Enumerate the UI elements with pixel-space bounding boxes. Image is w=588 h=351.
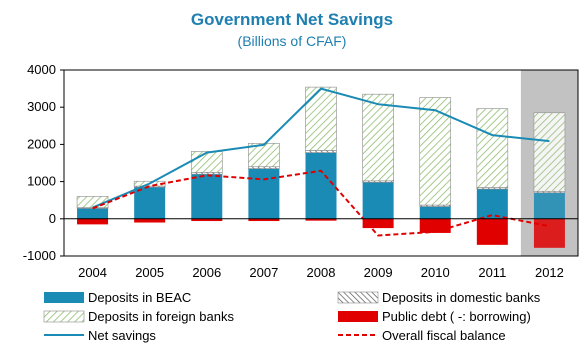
y-tick-label-0: 0 [49,211,56,226]
bar-deposits-in-beac-2009 [362,182,394,219]
x-tick-label-2007: 2007 [249,265,278,280]
bar-deposits-in-beac-2010 [419,206,451,219]
chart-title: Government Net Savings [191,10,393,29]
y-tick-label--1000: -1000 [23,248,56,263]
bar-deposits-in-domestic-banks-2008 [305,150,337,153]
bar-deposits-in-beac-2006 [191,174,223,219]
bar-deposits-in-foreign-banks-2008 [305,86,337,151]
bar-deposits-in-beac-2004 [77,208,109,219]
x-tick-label-2008: 2008 [307,265,336,280]
bar-deposits-in-foreign-banks-2010 [419,97,452,206]
x-tick-label-2006: 2006 [192,265,221,280]
bar-public-debt-borrowing-2011 [476,218,508,245]
plot-frame [63,69,579,257]
legend-label-overall-fiscal-balance: Overall fiscal balance [382,328,506,343]
y-tick-label-2000: 2000 [27,136,56,151]
legend-swatch-public-debt-borrowing [338,311,378,322]
x-tick-label-2004: 2004 [78,265,107,280]
x-tick-label-2005: 2005 [135,265,164,280]
bar-public-debt-borrowing-2005 [134,218,166,223]
bar-public-debt-borrowing-2009 [362,218,394,229]
x-tick-label-2009: 2009 [364,265,393,280]
bar-deposits-in-foreign-banks-2006 [190,151,223,173]
bar-deposits-in-foreign-banks-2009 [362,93,394,182]
bar-deposits-in-beac-2008 [305,152,337,219]
y-tick-label-3000: 3000 [27,99,56,114]
y-tick-label-1000: 1000 [27,174,56,189]
legend-swatch-deposits-in-domestic-banks [337,291,379,304]
legend-label-deposits-in-domestic-banks: Deposits in domestic banks [382,290,541,305]
bar-public-debt-borrowing-2004 [77,218,109,225]
x-tick-label-2011: 2011 [478,265,506,280]
x-tick-label-2010: 2010 [421,265,450,280]
y-tick-label-4000: 4000 [27,62,56,77]
legend-label-deposits-in-beac: Deposits in BEAC [88,290,191,305]
bar-deposits-in-foreign-banks-2011 [476,108,509,188]
x-tick-label-2012: 2012 [535,265,564,280]
bar-public-debt-borrowing-2006 [191,218,223,222]
bar-deposits-in-beac-2005 [134,187,166,219]
bar-deposits-in-beac-2007 [248,168,280,219]
legend-swatch-deposits-in-foreign-banks [43,310,85,323]
bar-public-debt-borrowing-2008 [305,218,337,221]
legend-label-deposits-in-foreign-banks: Deposits in foreign banks [88,309,234,324]
legend-label-net-savings: Net savings [88,328,156,343]
line-overall-fiscal-balance [92,169,550,237]
bar-deposits-in-foreign-banks-2012 [533,112,566,192]
bar-deposits-in-beac-2011 [476,189,508,219]
line-net-savings [92,87,550,209]
bar-deposits-in-beac-2012 [533,192,565,219]
legend-label-public-debt-borrowing: Public debt ( -: borrowing) [382,309,531,324]
bar-deposits-in-foreign-banks-2007 [248,142,280,168]
chart-subtitle: (Billions of CFAF) [238,33,347,49]
bar-public-debt-borrowing-2007 [248,218,280,222]
legend-swatch-deposits-in-beac [44,292,84,303]
